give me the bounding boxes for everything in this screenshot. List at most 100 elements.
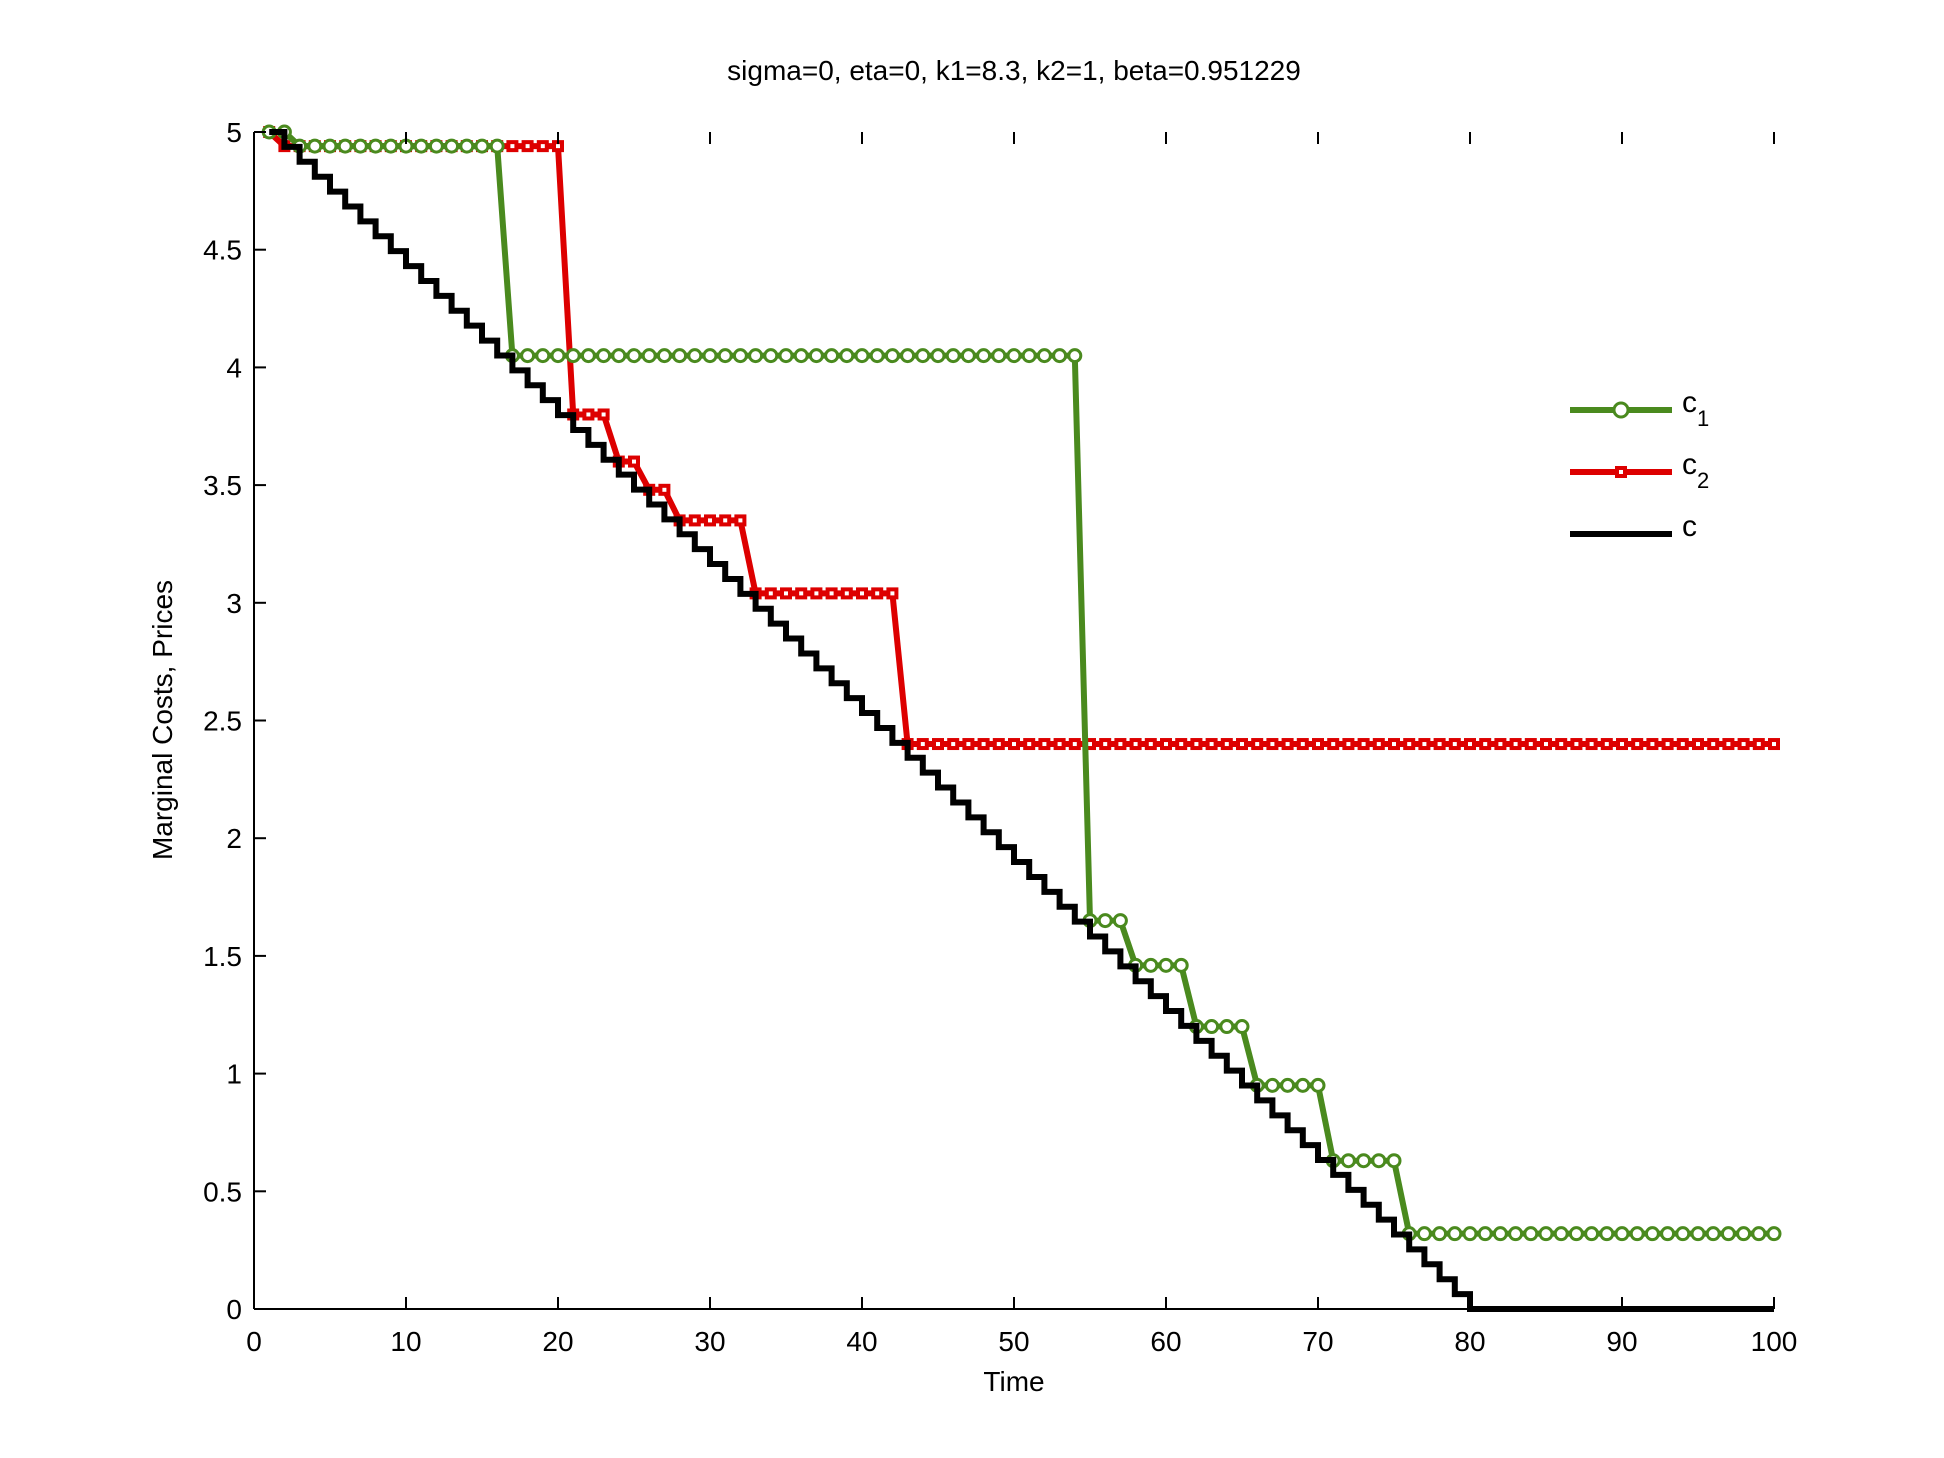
data-point [884, 348, 900, 364]
data-point [1388, 738, 1400, 751]
data-point [1720, 1226, 1736, 1242]
data-point [672, 348, 688, 364]
data-point [947, 738, 960, 751]
data-point [1524, 738, 1537, 751]
y-tick-label: 4 [226, 352, 242, 383]
data-point [992, 738, 1005, 751]
data-point [856, 587, 868, 600]
data-point [932, 738, 944, 751]
data-point [945, 348, 961, 364]
data-point [1447, 1226, 1463, 1242]
data-point [1357, 738, 1370, 751]
data-point [1129, 738, 1142, 751]
data-point [778, 348, 794, 364]
x-tick-label: 20 [542, 1326, 573, 1357]
data-point [1295, 1077, 1311, 1093]
data-point [656, 348, 672, 364]
x-tick-label: 80 [1454, 1326, 1485, 1357]
legend-marker [1615, 466, 1627, 478]
data-point [1067, 348, 1083, 364]
data-point [915, 348, 931, 364]
data-point [687, 348, 703, 364]
data-point [597, 408, 610, 421]
data-point [413, 138, 429, 154]
data-point [1220, 738, 1233, 751]
data-point [1676, 738, 1689, 751]
x-tick-label: 90 [1606, 1326, 1637, 1357]
data-point [1266, 738, 1279, 751]
y-tick-label: 3 [226, 588, 242, 619]
data-point [1190, 738, 1203, 751]
data-point [322, 138, 338, 154]
x-tick-label: 0 [246, 1326, 262, 1357]
data-point [1416, 1226, 1432, 1242]
data-point [1448, 738, 1461, 751]
data-point [1068, 738, 1081, 751]
data-point [1052, 348, 1068, 364]
data-point [1629, 1226, 1645, 1242]
series-c [269, 129, 1774, 1312]
data-point [717, 348, 733, 364]
data-point [582, 408, 595, 421]
data-point [1690, 1226, 1706, 1242]
data-point [307, 138, 323, 154]
data-point [1008, 738, 1020, 751]
data-point [1477, 1226, 1493, 1242]
data-point [1144, 738, 1157, 751]
data-point [658, 483, 671, 496]
x-tick-label: 100 [1751, 1326, 1798, 1357]
x-tick-label: 50 [998, 1326, 1029, 1357]
series-line [269, 129, 1774, 1237]
data-point [1494, 738, 1507, 751]
data-point [886, 587, 899, 600]
data-point [1312, 738, 1324, 751]
data-point [428, 138, 444, 154]
data-point [1236, 738, 1248, 751]
data-point [1372, 738, 1385, 751]
data-point [869, 348, 885, 364]
data-point [900, 348, 916, 364]
data-point [459, 138, 475, 154]
data-point [1661, 738, 1674, 751]
x-tick-label: 10 [390, 1326, 421, 1357]
legend-item: c1 [1570, 386, 1709, 431]
legend-label: c2 [1682, 448, 1709, 493]
data-point [1492, 1226, 1508, 1242]
data-point [1021, 348, 1037, 364]
x-tick-label: 60 [1150, 1326, 1181, 1357]
data-point [1646, 738, 1659, 751]
data-point [962, 738, 975, 751]
data-point [824, 348, 840, 364]
data-point [1205, 738, 1218, 751]
data-point [1692, 738, 1704, 751]
data-point [1540, 738, 1552, 751]
data-point [1523, 1226, 1539, 1242]
data-point [1251, 738, 1264, 751]
y-ticks: 0 0.5 1 1.5 2 2.5 3 3.5 4 4.5 5 [203, 117, 266, 1325]
data-point [1479, 738, 1492, 751]
data-point [535, 348, 551, 364]
data-point [1023, 738, 1036, 751]
data-point [702, 348, 718, 364]
data-point [704, 514, 716, 527]
data-point [1707, 738, 1720, 751]
data-point [810, 587, 823, 600]
data-point [1751, 1226, 1767, 1242]
data-point [1614, 1226, 1630, 1242]
data-point [763, 348, 779, 364]
data-point [719, 514, 732, 527]
y-tick-label: 1 [226, 1059, 242, 1090]
data-point [1280, 1077, 1296, 1093]
data-point [1158, 957, 1174, 973]
data-point [1264, 1077, 1280, 1093]
plot-frame [254, 132, 1774, 1309]
data-point [808, 348, 824, 364]
plot-area [254, 132, 1774, 1309]
x-axis-label: Time [983, 1366, 1044, 1397]
data-point [688, 514, 701, 527]
y-tick-label: 0.5 [203, 1176, 242, 1207]
data-point [1705, 1226, 1721, 1242]
legend: c1 c2 c [1570, 386, 1709, 543]
legend-marker [1612, 401, 1630, 419]
data-point [854, 348, 870, 364]
